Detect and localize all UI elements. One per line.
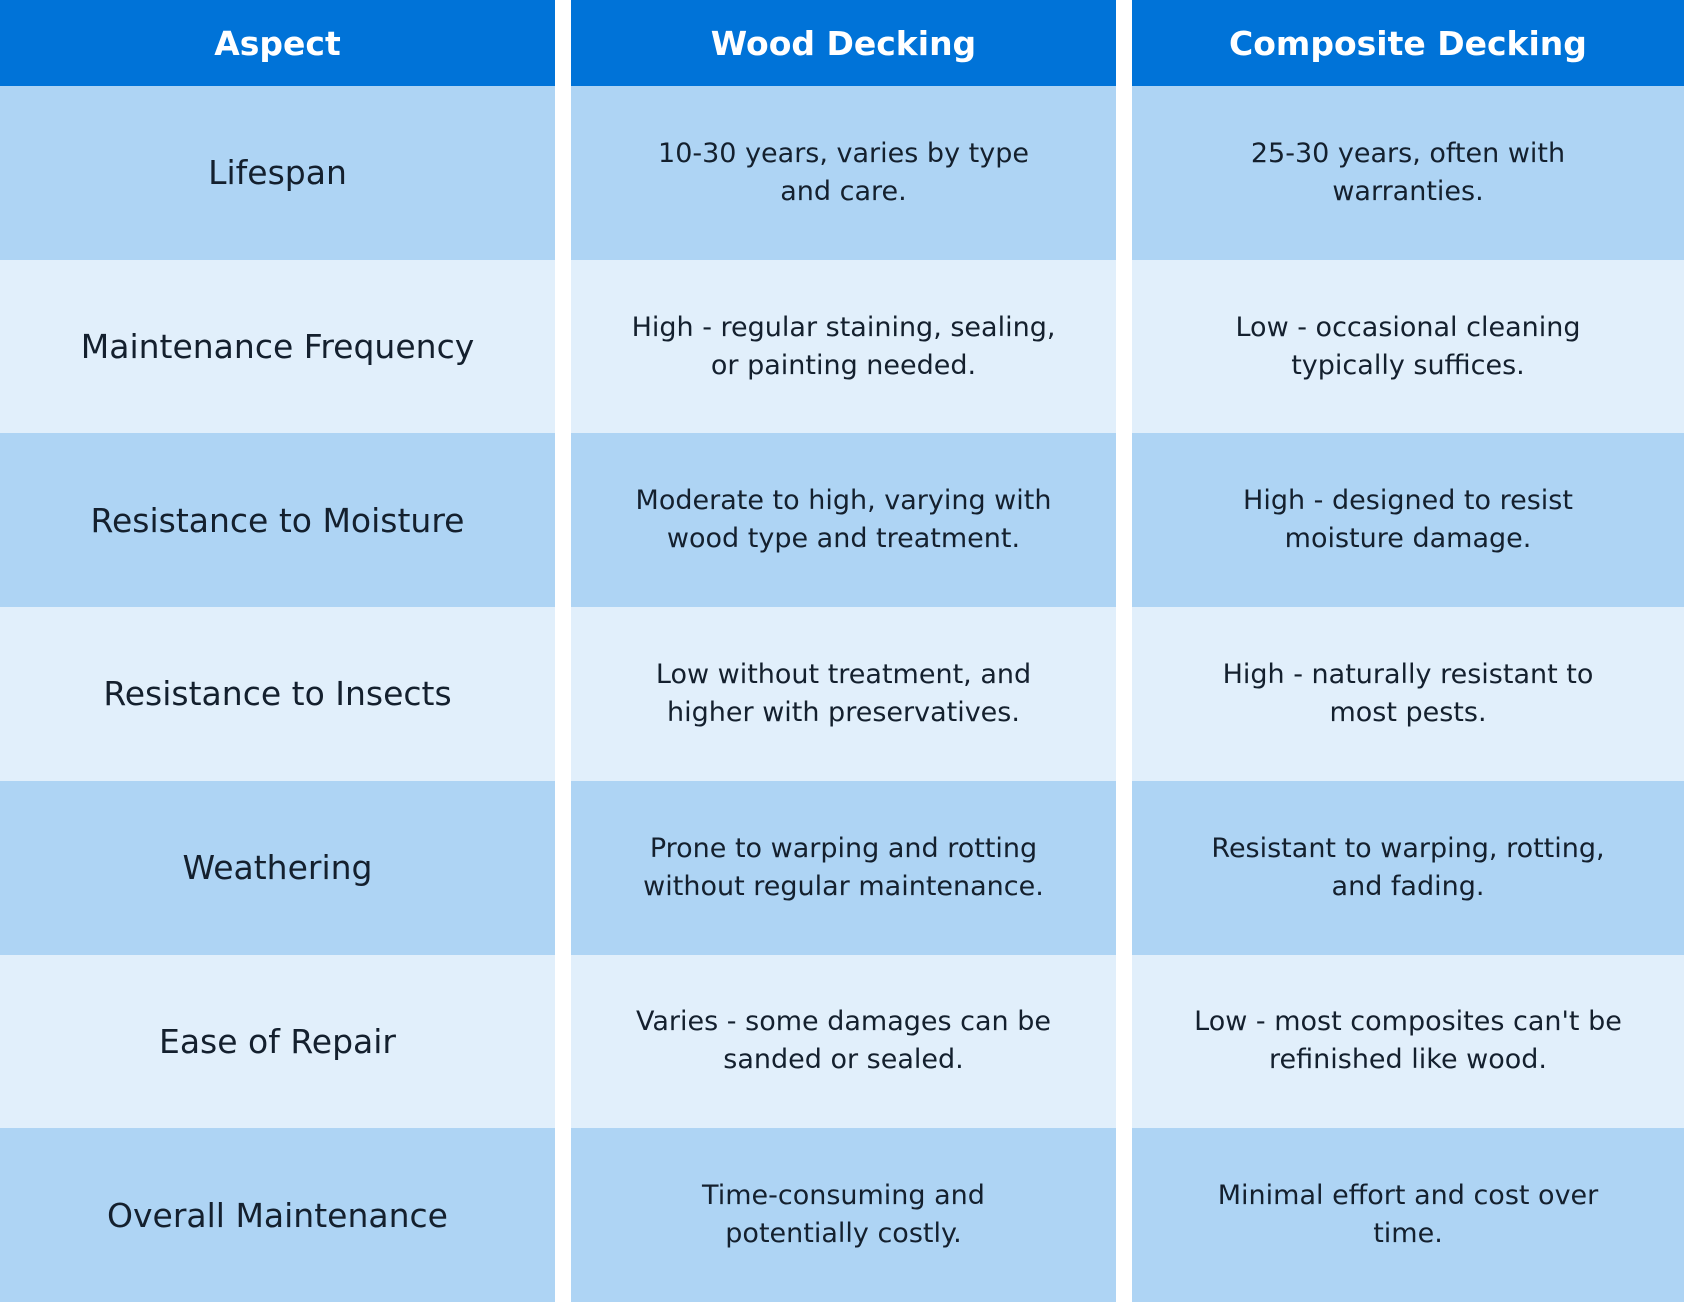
header-cell: Wood Decking <box>571 0 1116 86</box>
value-cell: Resistant to warping, rotting, and fadin… <box>1132 780 1684 955</box>
aspect-cell-text: Weathering <box>182 848 373 888</box>
value-cell: Low - most composites can't be refinishe… <box>1132 954 1684 1129</box>
value-cell-text: Moderate to high, varying with wood type… <box>635 485 1052 555</box>
value-cell-text: Low without treatment, and higher with p… <box>655 658 1032 728</box>
aspect-cell: Maintenance Frequency <box>0 259 555 434</box>
value-cell: Varies - some damages can be sanded or s… <box>571 954 1116 1129</box>
value-cell-text: Prone to warping and rotting without reg… <box>643 832 1044 902</box>
value-cell-text: Time-consuming and potentially costly. <box>702 1180 985 1250</box>
value-cell-text: Resistant to warping, rotting, and fadin… <box>1211 832 1605 902</box>
aspect-cell: Ease of Repair <box>0 954 555 1129</box>
value-cell: Low without treatment, and higher with p… <box>571 607 1116 781</box>
header-cell-text: Composite Decking <box>1229 23 1587 63</box>
value-cell: 25-30 years, often with warranties. <box>1132 86 1684 260</box>
value-cell-text: 10-30 years, varies by type and care. <box>658 137 1029 207</box>
value-cell: Prone to warping and rotting without reg… <box>571 780 1116 955</box>
value-cell: Time-consuming and potentially costly. <box>571 1128 1116 1302</box>
value-cell: High - naturally resistant to most pests… <box>1132 607 1684 781</box>
value-cell: High - regular staining, sealing, or pai… <box>571 259 1116 434</box>
value-cell-text: 25-30 years, often with warranties. <box>1250 137 1566 207</box>
header-cell-text: Wood Decking <box>710 23 977 63</box>
aspect-cell: Lifespan <box>0 86 555 260</box>
aspect-cell: Overall Maintenance <box>0 1128 555 1302</box>
aspect-cell-text: Ease of Repair <box>158 1021 396 1061</box>
aspect-cell: Resistance to Insects <box>0 607 555 781</box>
aspect-cell-text: Resistance to Insects <box>103 674 452 714</box>
value-cell: 10-30 years, varies by type and care. <box>571 86 1116 260</box>
aspect-cell-text: Lifespan <box>208 153 347 193</box>
value-cell-text: High - designed to resist moisture damag… <box>1243 485 1573 555</box>
value-cell-text: Low - most composites can't be refinishe… <box>1194 1006 1622 1076</box>
aspect-cell: Resistance to Moisture <box>0 433 555 608</box>
aspect-cell-text: Resistance to Moisture <box>90 500 465 540</box>
value-cell-text: High - regular staining, sealing, or pai… <box>631 311 1056 381</box>
value-cell: Low - occasional cleaning typically suff… <box>1132 259 1684 434</box>
value-cell-text: Minimal effort and cost over time. <box>1217 1180 1599 1250</box>
header-cell-text: Aspect <box>214 23 341 63</box>
aspect-cell-text: Overall Maintenance <box>107 1195 448 1235</box>
header-cell: Aspect <box>0 0 555 86</box>
value-cell-text: High - naturally resistant to most pests… <box>1222 658 1594 728</box>
value-cell: High - designed to resist moisture damag… <box>1132 433 1684 608</box>
value-cell-text: Low - occasional cleaning typically suff… <box>1235 311 1581 381</box>
aspect-cell: Weathering <box>0 780 555 955</box>
value-cell: Moderate to high, varying with wood type… <box>571 433 1116 608</box>
value-cell: Minimal effort and cost over time. <box>1132 1128 1684 1302</box>
aspect-cell-text: Maintenance Frequency <box>80 327 475 367</box>
value-cell-text: Varies - some damages can be sanded or s… <box>636 1006 1051 1076</box>
header-cell: Composite Decking <box>1132 0 1684 86</box>
